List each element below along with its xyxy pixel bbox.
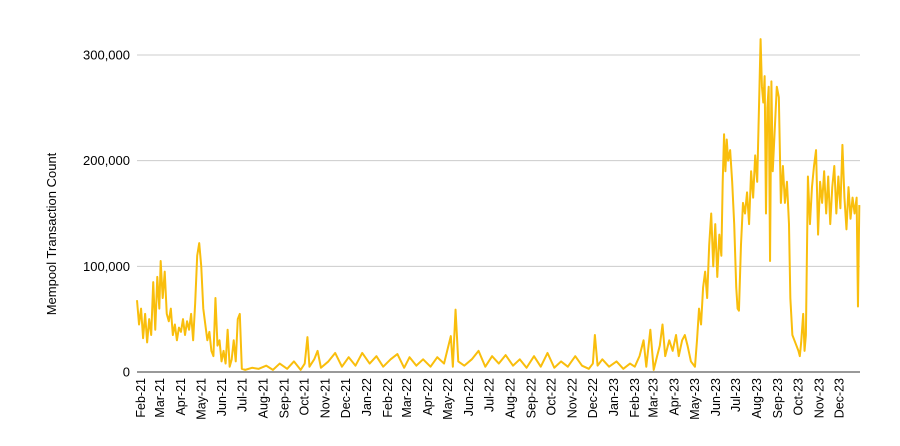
x-tick-label-23: Jan-23 <box>607 378 621 416</box>
x-tick-label-28: Jun-23 <box>709 378 723 416</box>
y-axis-tick-labels: 0 100,000 200,000 300,000 <box>83 48 130 380</box>
x-tick-label-34: Dec-23 <box>833 378 847 418</box>
x-tick-label-2: Apr-21 <box>174 378 188 416</box>
y-tick-label-2: 200,000 <box>83 153 130 168</box>
x-tick-label-27: May-23 <box>688 378 702 420</box>
x-tick-label-14: Apr-22 <box>421 378 435 416</box>
x-tick-label-0: Feb-21 <box>134 378 148 418</box>
series-group <box>136 38 861 371</box>
x-tick-label-32: Oct-23 <box>791 378 805 416</box>
x-tick-label-33: Nov-23 <box>812 378 826 418</box>
x-tick-label-12: Feb-22 <box>381 378 395 418</box>
x-tick-label-31: Sep-23 <box>771 378 785 418</box>
x-tick-label-8: Oct-21 <box>298 378 312 416</box>
x-tick-label-15: May-22 <box>441 378 455 420</box>
x-tick-label-9: Nov-21 <box>319 378 333 418</box>
x-tick-label-22: Dec-22 <box>586 378 600 418</box>
x-tick-label-7: Sep-21 <box>277 378 291 418</box>
series-line-0 <box>136 38 861 371</box>
x-tick-label-17: Jul-22 <box>482 378 496 412</box>
x-tick-label-13: Mar-22 <box>400 378 414 418</box>
x-tick-label-4: Jun-21 <box>215 378 229 416</box>
x-tick-label-19: Sep-22 <box>524 378 538 418</box>
x-tick-label-1: Mar-21 <box>153 378 167 418</box>
x-tick-label-24: Feb-23 <box>628 378 642 418</box>
x-tick-label-6: Aug-21 <box>256 378 270 418</box>
x-tick-label-29: Jul-23 <box>729 378 743 412</box>
y-tick-label-1: 100,000 <box>83 259 130 274</box>
x-tick-label-21: Nov-22 <box>566 378 580 418</box>
x-tick-label-18: Aug-22 <box>503 378 517 418</box>
x-tick-label-3: May-21 <box>194 378 208 420</box>
y-tick-label-0: 0 <box>123 365 130 380</box>
x-tick-label-25: Mar-23 <box>647 378 661 418</box>
x-tick-label-30: Aug-23 <box>750 378 764 418</box>
x-tick-label-11: Jan-22 <box>360 378 374 416</box>
y-tick-label-3: 300,000 <box>83 48 130 63</box>
x-tick-label-5: Jul-21 <box>236 378 250 412</box>
x-tick-label-16: Jun-22 <box>462 378 476 416</box>
x-tick-label-26: Apr-23 <box>668 378 682 416</box>
x-axis-tick-labels: Feb-21 Mar-21 Apr-21 May-21 Jun-21 Jul-21 Aug-… <box>134 378 847 420</box>
y-axis-label: Mempool Transaction Count <box>44 152 59 315</box>
x-tick-label-10: Dec-21 <box>339 378 353 418</box>
x-tick-label-20: Oct-22 <box>545 378 559 416</box>
horizontal-gridlines <box>137 54 860 267</box>
